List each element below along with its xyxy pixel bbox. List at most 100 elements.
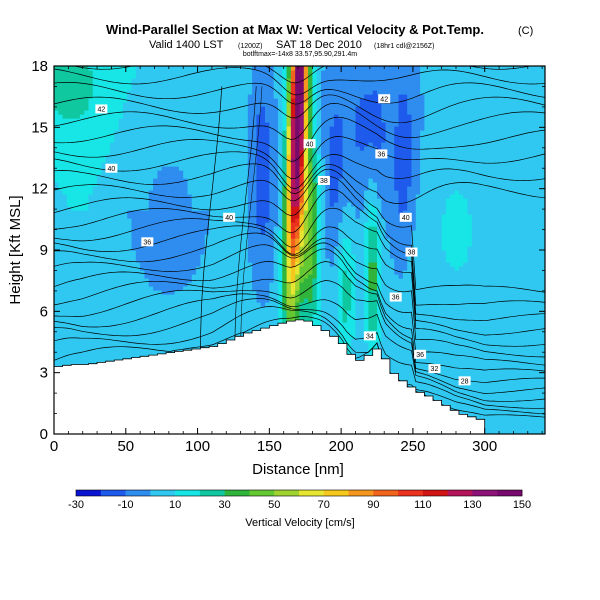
w-cell xyxy=(122,134,128,139)
w-cell xyxy=(153,254,158,259)
w-cell xyxy=(239,94,245,99)
w-cell xyxy=(135,234,141,239)
w-cell xyxy=(140,302,146,307)
w-cell xyxy=(187,122,193,127)
w-cell xyxy=(260,154,266,159)
w-cell xyxy=(196,134,202,139)
w-cell xyxy=(265,318,270,323)
w-cell xyxy=(127,98,133,103)
w-cell xyxy=(131,262,137,267)
w-cell xyxy=(105,290,111,295)
w-cell xyxy=(234,174,240,179)
w-cell xyxy=(209,266,214,271)
w-cell xyxy=(178,302,184,307)
w-cell xyxy=(234,214,240,219)
w-cell xyxy=(144,194,150,199)
w-cell xyxy=(174,346,180,351)
w-cell xyxy=(165,98,171,103)
w-cell xyxy=(122,142,128,147)
w-cell xyxy=(157,102,163,107)
w-cell xyxy=(135,202,141,207)
w-cell xyxy=(161,262,167,267)
w-cell xyxy=(174,66,180,71)
w-cell xyxy=(200,122,206,127)
w-cell xyxy=(62,234,68,239)
w-cell xyxy=(174,122,180,127)
w-cell xyxy=(66,114,72,119)
w-cell xyxy=(170,66,176,71)
w-cell xyxy=(88,290,94,295)
w-cell xyxy=(191,74,197,79)
w-cell xyxy=(84,262,90,267)
w-cell xyxy=(88,190,94,195)
w-cell xyxy=(200,142,206,147)
w-cell xyxy=(170,174,176,179)
w-cell xyxy=(157,254,163,259)
w-cell xyxy=(140,70,146,75)
w-cell xyxy=(135,174,141,179)
w-cell xyxy=(174,234,180,239)
w-cell xyxy=(256,82,262,87)
w-cell xyxy=(209,98,214,103)
w-cell xyxy=(131,150,137,155)
w-cell xyxy=(144,122,150,127)
w-cell xyxy=(196,66,202,71)
w-cell xyxy=(58,290,64,295)
w-cell xyxy=(170,70,176,75)
w-cell xyxy=(243,250,249,255)
w-cell xyxy=(282,274,288,279)
w-cell xyxy=(178,306,184,311)
w-cell xyxy=(101,202,107,207)
w-cell xyxy=(161,298,167,303)
w-cell xyxy=(131,154,137,159)
w-cell xyxy=(170,226,176,231)
w-cell xyxy=(178,218,184,223)
w-cell xyxy=(204,302,210,307)
w-cell xyxy=(157,170,163,175)
w-cell xyxy=(243,210,249,215)
w-cell xyxy=(243,118,249,123)
w-cell xyxy=(183,298,189,303)
w-cell xyxy=(174,94,180,99)
w-cell xyxy=(144,246,150,251)
w-cell xyxy=(260,122,266,127)
w-cell xyxy=(71,86,77,91)
w-cell xyxy=(187,82,193,87)
w-cell xyxy=(140,270,146,275)
w-cell xyxy=(230,206,236,211)
w-cell xyxy=(178,126,184,131)
w-cell xyxy=(273,158,279,163)
w-cell xyxy=(97,230,102,235)
w-cell xyxy=(79,110,85,115)
w-cell xyxy=(62,282,68,287)
w-cell xyxy=(97,250,102,255)
w-cell xyxy=(209,314,214,319)
w-cell xyxy=(230,198,236,203)
w-cell xyxy=(58,74,64,79)
w-cell xyxy=(221,202,227,207)
w-cell xyxy=(71,286,77,291)
w-cell xyxy=(204,118,210,123)
w-cell xyxy=(217,266,223,271)
w-cell xyxy=(269,186,275,191)
w-cell xyxy=(165,310,171,315)
w-cell xyxy=(217,186,223,191)
w-cell xyxy=(273,210,279,215)
w-cell xyxy=(109,306,115,311)
w-cell xyxy=(170,146,176,151)
w-cell xyxy=(161,278,167,283)
w-cell xyxy=(273,310,279,315)
w-cell xyxy=(92,298,98,303)
w-cell xyxy=(88,74,94,79)
w-cell xyxy=(75,102,81,107)
w-cell xyxy=(114,98,120,103)
w-cell xyxy=(79,338,85,343)
w-cell xyxy=(79,122,85,127)
w-cell xyxy=(282,142,288,147)
w-cell xyxy=(191,182,197,187)
w-cell xyxy=(200,306,206,311)
w-cell xyxy=(84,338,90,343)
w-cell xyxy=(174,134,180,139)
w-cell xyxy=(140,298,146,303)
w-cell xyxy=(213,126,219,131)
